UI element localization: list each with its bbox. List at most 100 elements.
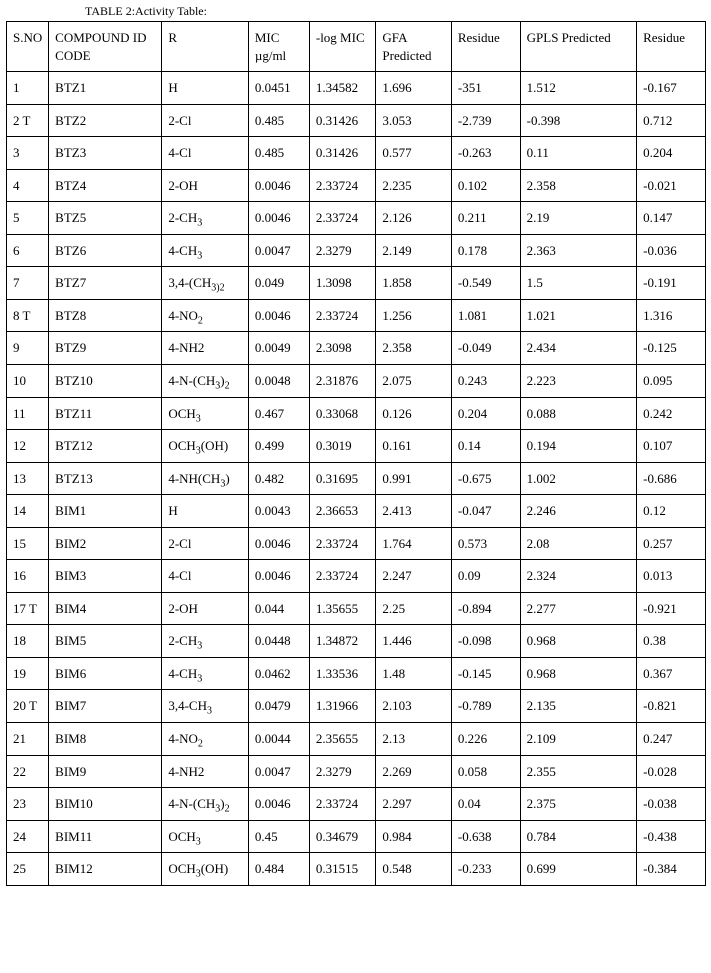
cell-r: 4-N-(CH3)2 bbox=[162, 788, 249, 821]
cell-res2: -0.167 bbox=[637, 72, 706, 105]
cell-r: 4-NH2 bbox=[162, 332, 249, 365]
col-r: R bbox=[162, 22, 249, 72]
cell-mic: 0.044 bbox=[248, 592, 309, 625]
cell-gpls: 2.19 bbox=[520, 202, 637, 235]
cell-sno: 3 bbox=[7, 137, 49, 170]
cell-gfa: 0.548 bbox=[376, 853, 451, 886]
cell-log: 2.33724 bbox=[309, 788, 376, 821]
cell-gpls: -0.398 bbox=[520, 104, 637, 137]
table-row: 16BIM34-Cl0.00462.337242.2470.092.3240.0… bbox=[7, 560, 706, 593]
cell-comp: BTZ6 bbox=[49, 234, 162, 267]
col-gpls: GPLS Predicted bbox=[520, 22, 637, 72]
cell-mic: 0.0479 bbox=[248, 690, 309, 723]
cell-mic: 0.0049 bbox=[248, 332, 309, 365]
cell-log: 1.31966 bbox=[309, 690, 376, 723]
cell-r: 4-NO2 bbox=[162, 299, 249, 332]
cell-gpls: 0.088 bbox=[520, 397, 637, 430]
table-row: 22BIM94-NH20.00472.32792.2690.0582.355-0… bbox=[7, 755, 706, 788]
cell-gfa: 2.235 bbox=[376, 169, 451, 202]
cell-comp: BIM2 bbox=[49, 527, 162, 560]
cell-res1: 0.14 bbox=[451, 430, 520, 463]
cell-gfa: 0.991 bbox=[376, 462, 451, 495]
cell-comp: BTZ3 bbox=[49, 137, 162, 170]
cell-r: H bbox=[162, 495, 249, 528]
cell-sno: 24 bbox=[7, 820, 49, 853]
table-row: 5BTZ52-CH30.00462.337242.1260.2112.190.1… bbox=[7, 202, 706, 235]
cell-res2: 0.12 bbox=[637, 495, 706, 528]
cell-comp: BIM11 bbox=[49, 820, 162, 853]
cell-comp: BIM3 bbox=[49, 560, 162, 593]
cell-sno: 6 bbox=[7, 234, 49, 267]
cell-res2: -0.021 bbox=[637, 169, 706, 202]
cell-log: 0.34679 bbox=[309, 820, 376, 853]
cell-mic: 0.0448 bbox=[248, 625, 309, 658]
table-row: 18BIM52-CH30.04481.348721.446-0.0980.968… bbox=[7, 625, 706, 658]
cell-sno: 4 bbox=[7, 169, 49, 202]
cell-res2: 1.316 bbox=[637, 299, 706, 332]
cell-mic: 0.482 bbox=[248, 462, 309, 495]
cell-gfa: 1.48 bbox=[376, 657, 451, 690]
cell-mic: 0.0047 bbox=[248, 755, 309, 788]
cell-res1: -0.263 bbox=[451, 137, 520, 170]
cell-sno: 21 bbox=[7, 723, 49, 756]
cell-res1: 0.09 bbox=[451, 560, 520, 593]
cell-log: 0.31426 bbox=[309, 137, 376, 170]
table-row: 4BTZ42-OH0.00462.337242.2350.1022.358-0.… bbox=[7, 169, 706, 202]
cell-res1: -0.049 bbox=[451, 332, 520, 365]
cell-gfa: 2.247 bbox=[376, 560, 451, 593]
cell-gfa: 2.149 bbox=[376, 234, 451, 267]
cell-gpls: 1.021 bbox=[520, 299, 637, 332]
table-row: 9BTZ94-NH20.00492.30982.358-0.0492.434-0… bbox=[7, 332, 706, 365]
cell-gpls: 0.968 bbox=[520, 657, 637, 690]
cell-sno: 23 bbox=[7, 788, 49, 821]
cell-gpls: 0.699 bbox=[520, 853, 637, 886]
cell-res2: -0.438 bbox=[637, 820, 706, 853]
cell-gpls: 2.08 bbox=[520, 527, 637, 560]
table-header-row: S.NO COMPOUND ID CODE R MIC µg/ml -log M… bbox=[7, 22, 706, 72]
cell-sno: 16 bbox=[7, 560, 49, 593]
cell-res1: -0.789 bbox=[451, 690, 520, 723]
cell-log: 0.31426 bbox=[309, 104, 376, 137]
cell-res2: -0.384 bbox=[637, 853, 706, 886]
table-row: 21BIM84-NO20.00442.356552.130.2262.1090.… bbox=[7, 723, 706, 756]
cell-comp: BTZ10 bbox=[49, 365, 162, 398]
cell-gpls: 2.434 bbox=[520, 332, 637, 365]
table-row: 15BIM22-Cl0.00462.337241.7640.5732.080.2… bbox=[7, 527, 706, 560]
cell-res1: -2.739 bbox=[451, 104, 520, 137]
cell-mic: 0.485 bbox=[248, 104, 309, 137]
cell-log: 2.35655 bbox=[309, 723, 376, 756]
cell-r: OCH3 bbox=[162, 820, 249, 853]
cell-r: 4-Cl bbox=[162, 137, 249, 170]
cell-log: 1.35655 bbox=[309, 592, 376, 625]
cell-mic: 0.467 bbox=[248, 397, 309, 430]
cell-r: H bbox=[162, 72, 249, 105]
col-log: -log MIC bbox=[309, 22, 376, 72]
col-res2: Residue bbox=[637, 22, 706, 72]
cell-res1: 1.081 bbox=[451, 299, 520, 332]
cell-sno: 13 bbox=[7, 462, 49, 495]
cell-log: 0.33068 bbox=[309, 397, 376, 430]
cell-r: OCH3(OH) bbox=[162, 430, 249, 463]
cell-comp: BIM5 bbox=[49, 625, 162, 658]
cell-sno: 7 bbox=[7, 267, 49, 300]
cell-comp: BTZ9 bbox=[49, 332, 162, 365]
cell-comp: BTZ11 bbox=[49, 397, 162, 430]
cell-res2: 0.147 bbox=[637, 202, 706, 235]
cell-log: 2.33724 bbox=[309, 169, 376, 202]
cell-res1: 0.573 bbox=[451, 527, 520, 560]
table-row: 14BIM1H0.00432.366532.413-0.0472.2460.12 bbox=[7, 495, 706, 528]
cell-log: 1.33536 bbox=[309, 657, 376, 690]
cell-sno: 20 T bbox=[7, 690, 49, 723]
cell-r: OCH3 bbox=[162, 397, 249, 430]
cell-r: 2-Cl bbox=[162, 104, 249, 137]
cell-gpls: 2.277 bbox=[520, 592, 637, 625]
cell-comp: BIM8 bbox=[49, 723, 162, 756]
cell-mic: 0.049 bbox=[248, 267, 309, 300]
cell-res1: -0.145 bbox=[451, 657, 520, 690]
cell-res2: 0.013 bbox=[637, 560, 706, 593]
cell-res2: 0.204 bbox=[637, 137, 706, 170]
cell-gpls: 0.194 bbox=[520, 430, 637, 463]
cell-comp: BIM9 bbox=[49, 755, 162, 788]
cell-sno: 2 T bbox=[7, 104, 49, 137]
cell-log: 2.31876 bbox=[309, 365, 376, 398]
